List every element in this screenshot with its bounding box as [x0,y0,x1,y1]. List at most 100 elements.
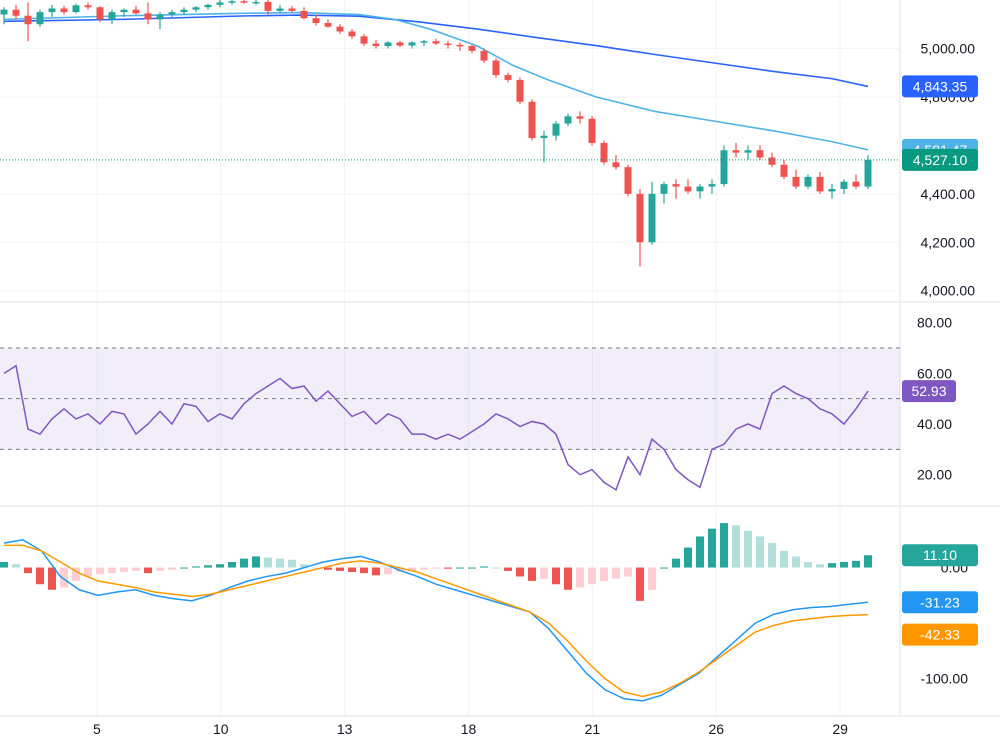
macd-histogram-bar [276,558,284,568]
macd-histogram-bar [696,536,704,568]
candle[interactable] [360,33,368,47]
macd-histogram-bar [468,567,476,569]
candle[interactable] [312,14,320,26]
candle[interactable] [516,77,524,105]
candle[interactable] [120,8,128,17]
candle[interactable] [168,9,176,17]
candle[interactable] [756,145,764,160]
candle-body [384,42,392,47]
candle[interactable] [684,179,692,194]
candle[interactable] [504,72,512,83]
candle-body [660,184,668,194]
candle[interactable] [396,41,404,48]
candle[interactable] [840,179,848,194]
candle[interactable] [0,7,8,25]
candle[interactable] [480,48,488,63]
candle[interactable] [324,19,332,28]
candle[interactable] [180,7,188,15]
candle[interactable] [720,145,728,187]
candle[interactable] [96,6,104,22]
candle-body [720,150,728,185]
candle[interactable] [636,188,644,267]
candle-body [432,41,440,44]
candle[interactable] [72,3,80,14]
macd-histogram-bar [684,547,692,568]
candle[interactable] [240,0,248,4]
candle[interactable] [528,99,536,141]
macd-histogram-bar [600,567,608,581]
candle[interactable] [600,140,608,165]
macd-histogram-bar [240,558,248,568]
candle[interactable] [24,2,32,42]
candle-body [144,13,152,20]
rsi-line [3,364,869,491]
candle[interactable] [132,6,140,15]
candle[interactable] [708,179,716,194]
candle[interactable] [300,7,308,20]
candle[interactable] [432,38,440,45]
candle[interactable] [384,41,392,49]
macd-histogram-bar [780,550,788,568]
candle[interactable] [372,39,380,49]
candle-body [672,184,680,187]
macd-signal-line [4,544,869,698]
candle[interactable] [660,181,668,204]
candle[interactable] [492,58,500,78]
candle-body [420,41,428,43]
candle[interactable] [276,4,284,14]
candle[interactable] [540,130,548,163]
candle[interactable] [444,41,452,49]
price-tick-label: 4,200.00 [921,234,976,250]
candle[interactable] [624,164,632,197]
candle[interactable] [852,174,860,189]
candle[interactable] [288,6,296,13]
candle[interactable] [192,6,200,13]
candle[interactable] [732,142,740,158]
candle[interactable] [456,42,464,51]
candle[interactable] [12,4,20,20]
candle[interactable] [60,6,68,15]
candle[interactable] [564,113,572,126]
candle[interactable] [252,0,260,5]
macd-histogram-bar [264,557,272,568]
candle[interactable] [348,29,356,39]
candle-body [108,12,116,20]
candle[interactable] [336,24,344,34]
candle[interactable] [648,181,656,245]
candle[interactable] [84,2,92,10]
candle[interactable] [216,0,224,8]
macd-histogram-bar [24,567,32,574]
candle[interactable] [864,155,872,189]
candle[interactable] [420,39,428,47]
candle[interactable] [576,111,584,124]
candle[interactable] [672,179,680,199]
candle[interactable] [612,155,620,170]
candle[interactable] [792,169,800,189]
candle[interactable] [36,9,44,27]
candle[interactable] [552,121,560,141]
macd-histogram-bar [852,560,860,568]
macd-histogram-bar [864,555,872,568]
candle[interactable] [264,0,272,15]
candle-body [216,2,224,5]
candle[interactable] [780,159,788,180]
candle[interactable] [588,116,596,146]
candle[interactable] [696,184,704,199]
candle-body [480,50,488,61]
candle[interactable] [804,174,812,189]
candle[interactable] [816,172,824,194]
candle[interactable] [48,4,56,17]
candle[interactable] [828,184,836,199]
candle[interactable] [204,3,212,10]
macd-histogram-bar [336,567,344,571]
candle-body [204,4,212,8]
candle[interactable] [156,12,164,30]
last-price-tag-label: 4,527.10 [913,152,968,168]
candle[interactable] [408,41,416,49]
candle[interactable] [228,0,236,5]
candle[interactable] [468,44,476,54]
candle[interactable] [744,145,752,160]
candle-body [600,142,608,163]
candle[interactable] [108,9,116,25]
candle[interactable] [144,2,152,25]
